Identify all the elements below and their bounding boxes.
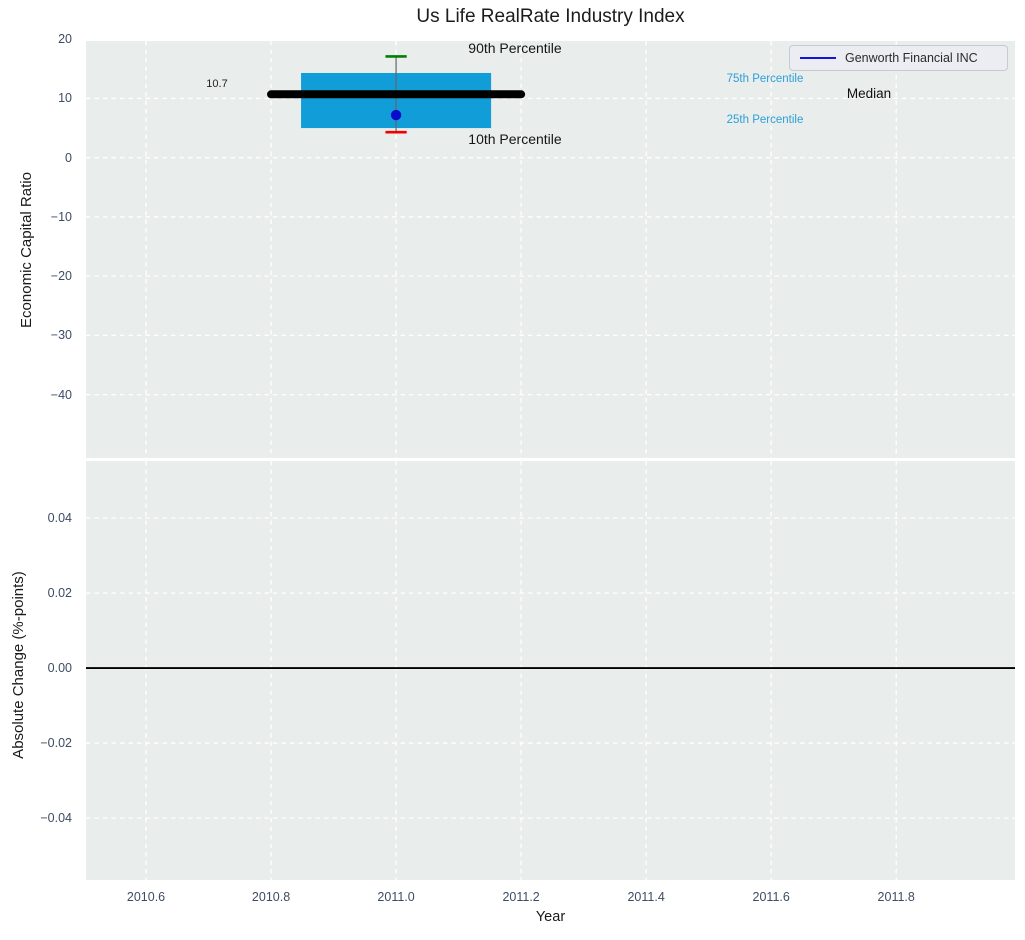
annotation-10th-percentile: 10th Percentile <box>468 131 562 147</box>
y-tick-label: 20 <box>58 32 72 47</box>
y-tick-label: 0 <box>65 150 72 165</box>
panel-economic-capital-ratio <box>86 41 1015 458</box>
y-tick-label: −10 <box>50 209 72 224</box>
x-tick-label: 2011.0 <box>377 890 415 904</box>
absolute-change-canvas <box>86 461 1015 880</box>
x-tick-label: 2011.6 <box>752 890 790 904</box>
legend-line-swatch <box>800 57 836 59</box>
y-tick-label: 0.04 <box>47 511 72 526</box>
y-tick-label: 0.00 <box>47 661 72 676</box>
y-tick-label: 0.02 <box>47 586 72 601</box>
x-axis-ticks: 2010.6 2010.8 2011.0 2011.2 2011.4 2011.6 2011… <box>86 888 1015 906</box>
x-tick-label: 2011.4 <box>627 890 665 904</box>
x-axis-label: Year <box>535 909 566 925</box>
y-tick-label: −30 <box>50 328 72 343</box>
annotation-median: Median <box>846 86 892 101</box>
panel-absolute-change <box>86 461 1015 880</box>
legend-label: Genworth Financial INC <box>845 51 978 65</box>
y-tick-label: −0.04 <box>40 811 72 826</box>
y-axis-ticks-bottom: 0.04 0.02 0.00 −0.02 −0.04 <box>0 461 72 880</box>
y-tick-label: −0.02 <box>40 736 72 751</box>
y-tick-label: 10 <box>58 91 72 106</box>
legend-box: Genworth Financial INC <box>789 45 1008 71</box>
x-tick-label: 2010.8 <box>251 890 291 904</box>
annotation-median-value: 10.7 <box>206 78 228 90</box>
y-axis-ticks-top: 20 10 0 −10 −20 −30 −40 <box>0 32 72 458</box>
annotation-90th-percentile: 90th Percentile <box>468 40 562 56</box>
x-tick-label: 2011.2 <box>502 890 540 904</box>
y-tick-label: −20 <box>50 269 72 284</box>
y-tick-label: −40 <box>50 387 72 402</box>
company-data-point <box>390 109 402 121</box>
x-tick-label: 2011.8 <box>877 890 915 904</box>
annotation-25th-percentile: 25th Percentile <box>726 114 804 126</box>
boxplot-canvas <box>86 41 1015 458</box>
annotation-75th-percentile: 75th Percentile <box>726 73 804 85</box>
x-tick-label: 2010.6 <box>126 890 166 904</box>
chart-title: Us Life RealRate Industry Index <box>416 6 685 27</box>
